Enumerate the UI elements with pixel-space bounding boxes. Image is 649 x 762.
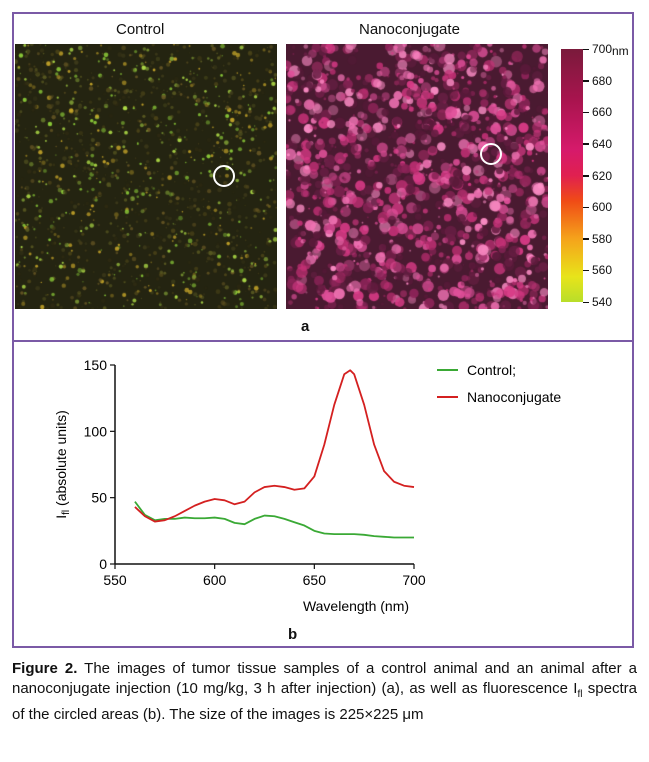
microscopy-texture [15, 44, 277, 309]
colorbar-tick-mark [583, 206, 589, 209]
nanoconjugate-microscopy-image [286, 44, 548, 309]
y-axis-label: Ifl (absolute units) [53, 410, 72, 519]
series-line-control [134, 501, 414, 539]
colorbar-tick-mark [583, 111, 589, 114]
colorbar-tick-label: 640 [592, 136, 613, 151]
microscopy-texture [286, 44, 548, 309]
y-tick-label: 50 [91, 490, 107, 506]
colorbar-tick-mark [583, 143, 589, 145]
colorbar-tick-mark [583, 80, 589, 82]
figure-frame [12, 12, 634, 648]
colorbar-tick-label: 660 [592, 105, 613, 120]
control-microscopy-image [15, 44, 277, 309]
colorbar-tick-label: 680 [592, 73, 613, 88]
panel-a-label: a [301, 318, 310, 335]
colorbar-unit-label: nm [612, 44, 629, 58]
colorbar-tick-mark [583, 269, 589, 272]
x-tick-label: 700 [402, 572, 426, 588]
colorbar-tick-label: 600 [592, 200, 613, 215]
nanoconjugate-image-title: Nanoconjugate [359, 21, 460, 38]
y-tick-label: 0 [99, 556, 107, 572]
circled-area-marker [480, 143, 502, 165]
colorbar-tick-mark [583, 238, 589, 240]
x-axis-label: Wavelength (nm) [303, 598, 409, 614]
colorbar-tick-mark [583, 48, 589, 50]
panel-b-label: b [288, 626, 298, 643]
colorbar-tick-label: 580 [592, 231, 613, 246]
colorbar-tick-label: 620 [592, 168, 613, 183]
panel-divider [12, 340, 634, 342]
colorbar-tick-mark [583, 175, 589, 177]
colorbar-tick-label: 700 [592, 42, 613, 56]
figure-label: Figure 2. [12, 660, 78, 677]
caption-subscript: fl [577, 689, 583, 700]
colorbar-tick-mark [583, 301, 589, 303]
y-tick-label: 100 [84, 423, 108, 439]
legend-entry: Nanoconjugate [467, 389, 561, 405]
control-image-title: Control [116, 21, 165, 38]
colorbar-tick-label: 560 [592, 263, 613, 278]
figure-caption: Figure 2. The images of tumor tissue sam… [12, 659, 637, 725]
circled-area-marker [213, 165, 235, 187]
wavelength-colorbar [561, 49, 583, 302]
caption-text-1: The images of tumor tissue samples of a … [12, 660, 638, 697]
series-line-nanoconjugate [134, 369, 415, 523]
x-tick-label: 600 [203, 572, 227, 588]
y-tick-label: 150 [84, 357, 108, 373]
x-tick-label: 650 [303, 572, 327, 588]
legend-entry: Control; [467, 362, 516, 378]
colorbar-tick-label: 540 [592, 295, 613, 309]
caption-text-2: spectra of the circled areas (b). The si… [12, 680, 637, 723]
fluorescence-spectra-chart: 0 50 100 150 550 600 650 700 Wavelength (nm) Ifl … [53, 357, 561, 614]
x-tick-label: 550 [103, 572, 127, 588]
